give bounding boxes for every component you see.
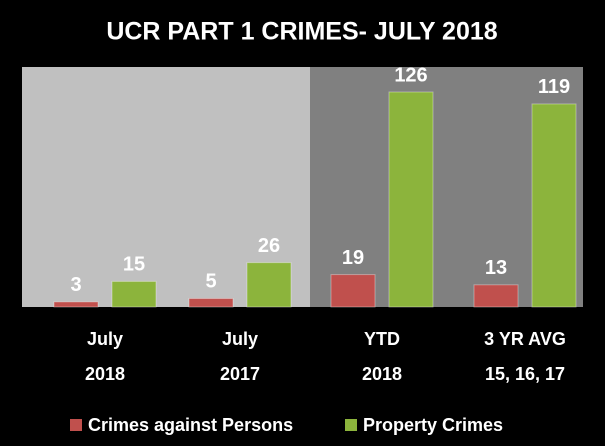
bar (188, 297, 234, 308)
legend-label: Crimes against Persons (88, 415, 293, 435)
x-tick-label: July (87, 329, 123, 349)
value-label: 119 (538, 76, 570, 98)
legend-swatch (345, 419, 357, 431)
x-tick-label: 15, 16, 17 (485, 364, 565, 384)
x-tick-label: 2017 (220, 364, 260, 384)
x-tick-label: 2018 (362, 364, 402, 384)
bar (330, 274, 376, 308)
legend-label: Property Crimes (363, 415, 503, 435)
bar (111, 280, 157, 308)
value-label: 3 (70, 274, 81, 296)
x-tick-label: 2018 (85, 364, 125, 384)
chart-title: UCR PART 1 CRIMES- JULY 2018 (106, 18, 497, 46)
legend-swatch (70, 419, 82, 431)
bar (246, 262, 292, 308)
value-label: 15 (123, 254, 145, 276)
x-tick-label: July (222, 329, 258, 349)
x-tick-label: YTD (364, 329, 400, 349)
value-label: 26 (258, 235, 280, 257)
x-tick-label: 3 YR AVG (484, 329, 566, 349)
bar (473, 284, 519, 308)
bar (53, 301, 99, 308)
value-label: 126 (394, 64, 427, 86)
value-label: 13 (485, 257, 507, 279)
bar (531, 103, 577, 308)
value-label: 19 (342, 247, 364, 269)
bar (388, 91, 434, 308)
value-label: 5 (205, 271, 216, 293)
